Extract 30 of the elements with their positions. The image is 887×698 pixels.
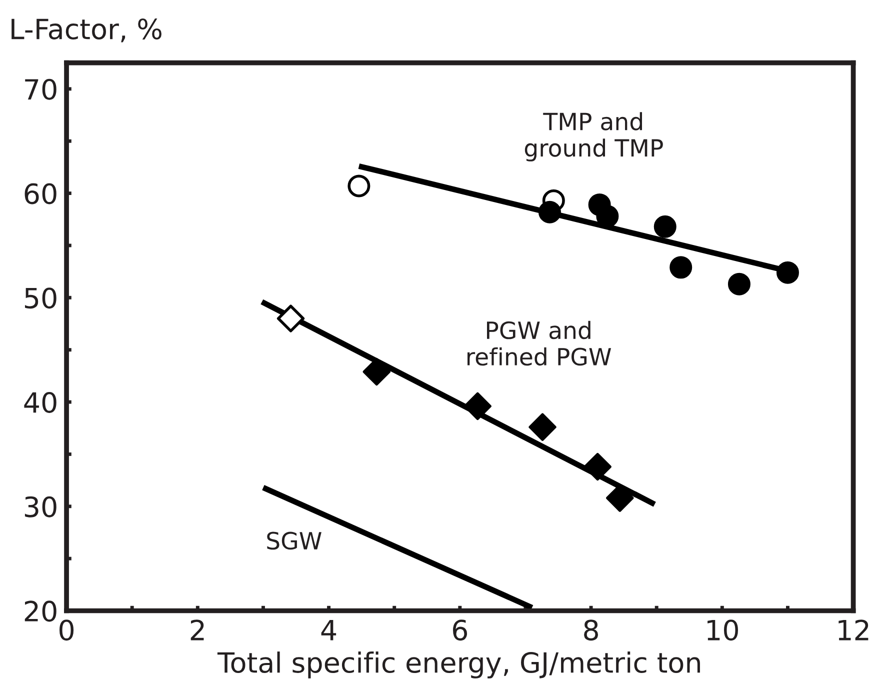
point xyxy=(584,452,612,481)
x-tick-label: 4 xyxy=(321,620,336,640)
x-tick-label: 2 xyxy=(190,620,204,640)
annotation: TMP and ground TMP xyxy=(524,112,663,162)
x-tick-label: 12 xyxy=(838,620,868,640)
point xyxy=(776,261,799,284)
point xyxy=(728,272,750,296)
y-axis-title: L-Factor, % xyxy=(12,18,162,42)
x-tick-label: 6 xyxy=(453,620,467,641)
y-tick-label: 50 xyxy=(24,288,56,309)
point xyxy=(596,204,619,228)
y-tick-label: 70 xyxy=(25,78,56,100)
annotation: SGW xyxy=(267,532,322,550)
point xyxy=(362,358,390,386)
x-tick-label: 10 xyxy=(708,620,738,641)
y-tick-label: 30 xyxy=(24,496,56,518)
y-tick-label: 40 xyxy=(24,392,56,413)
point xyxy=(654,215,676,238)
point xyxy=(464,392,492,420)
point xyxy=(276,304,305,332)
y-tick-label: 20 xyxy=(24,600,56,622)
point xyxy=(670,256,692,279)
point xyxy=(528,413,556,441)
x-tick-label: 0 xyxy=(60,620,74,641)
y-tick-label: 60 xyxy=(24,183,56,204)
x-tick-label: 8 xyxy=(584,620,598,641)
point xyxy=(348,174,370,198)
point xyxy=(538,200,561,224)
annotation: PGW and refined PGW xyxy=(468,320,612,366)
x-axis-title: Total specific energy, GJ/metric ton xyxy=(217,652,700,678)
